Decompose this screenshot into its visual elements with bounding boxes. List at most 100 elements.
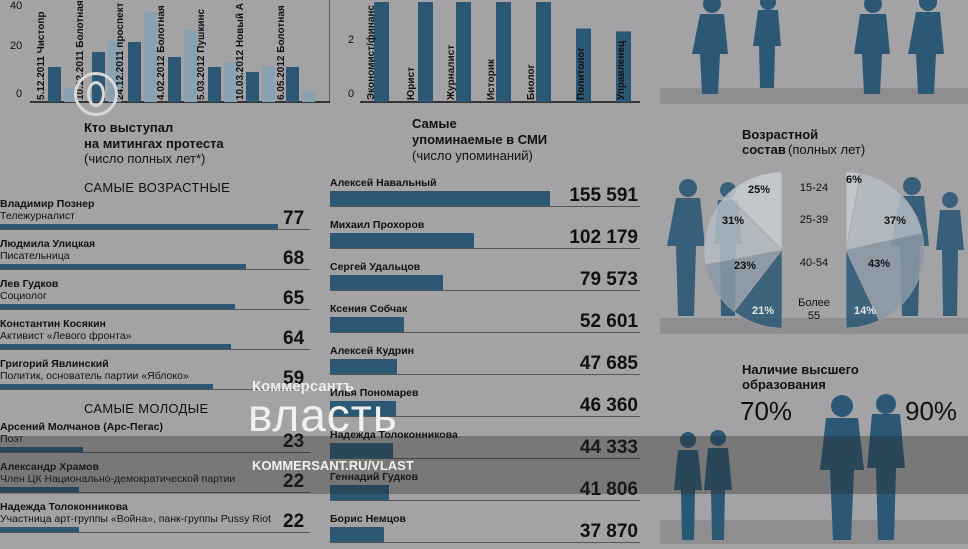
age-pie-slice bbox=[845, 232, 925, 321]
protest-ytick-40: 40 bbox=[10, 0, 23, 12]
protest-bar bbox=[286, 67, 299, 102]
age-pie-slice bbox=[733, 249, 783, 329]
prof-xlabel-7: Управленец bbox=[616, 40, 627, 100]
media-title: Самые упоминаемые в СМИ bbox=[412, 116, 548, 147]
prof-xlabel-4: Историк bbox=[486, 59, 497, 100]
media-subtitle: (число упоминаний) bbox=[412, 148, 533, 163]
prof-xlabel-6: Политолог bbox=[576, 47, 587, 100]
prof-ytick-0: 0 bbox=[348, 88, 355, 100]
protest-xlabel-5: 5.03.2012 Пушкинс bbox=[196, 8, 207, 100]
prof-ytick-2: 2 bbox=[348, 34, 355, 46]
media-bar bbox=[330, 443, 393, 458]
profession-bar bbox=[496, 2, 511, 102]
youngest-heading: САМЫЕ МОЛОДЫЕ bbox=[84, 401, 209, 416]
speaker-name: Надежда Толоконникова bbox=[0, 501, 128, 513]
media-count: 52 601 bbox=[579, 311, 638, 332]
media-divider bbox=[330, 206, 640, 207]
profession-bar bbox=[576, 28, 591, 102]
media-name: Геннадий Гудков bbox=[330, 471, 419, 483]
speaker-age-bar bbox=[0, 527, 79, 532]
media-divider bbox=[330, 290, 640, 291]
speaker-divider bbox=[0, 229, 310, 230]
speaker-role: Социолог bbox=[0, 290, 47, 302]
speaker-age-bar bbox=[0, 264, 246, 269]
age-group-2: 25-39 bbox=[799, 214, 829, 226]
age-pie-slice bbox=[726, 171, 783, 251]
prof-xlabel-1: Экономист/финанс bbox=[366, 5, 377, 100]
profession-bar bbox=[374, 2, 389, 102]
media-name: Надежда Толоконникова bbox=[330, 429, 458, 441]
media-name: Михаил Прохоров bbox=[330, 219, 425, 231]
profession-bar bbox=[418, 2, 433, 102]
protest-bar bbox=[48, 67, 61, 102]
media-bar bbox=[330, 527, 384, 542]
media-bar bbox=[330, 191, 550, 206]
age-group-1: 15-24 bbox=[799, 182, 829, 194]
speaker-name: Людмила Улицкая bbox=[0, 238, 96, 250]
speaker-divider bbox=[0, 532, 310, 533]
media-count: 79 573 bbox=[579, 269, 638, 290]
protest-bar bbox=[168, 57, 181, 102]
profession-bar bbox=[616, 31, 631, 102]
speaker-age: 65 bbox=[283, 288, 305, 309]
protest-bar-secondary bbox=[302, 91, 315, 102]
age-left-pct-3: 23% bbox=[734, 260, 757, 272]
speaker-age-bar bbox=[0, 384, 213, 389]
age-right-pct-1: 6% bbox=[846, 174, 862, 186]
profession-chart: 2 0 Экономист/финанс Юрист Журналист Ист… bbox=[330, 0, 650, 110]
protest-bar bbox=[208, 67, 221, 102]
profession-chart-svg bbox=[360, 2, 640, 103]
age-subtitle: (полных лет) bbox=[788, 142, 866, 157]
protest-bar-secondary bbox=[144, 12, 157, 102]
media-divider bbox=[330, 500, 640, 501]
media-bar bbox=[330, 317, 404, 332]
speaker-name: Владимир Познер bbox=[0, 198, 95, 210]
protest-ytick-0: 0 bbox=[16, 88, 23, 100]
speakers-subtitle: (число полных лет*) bbox=[84, 151, 206, 166]
age-pie-slice bbox=[845, 173, 923, 251]
media-name: Алексей Навальный bbox=[330, 177, 437, 189]
age-title: Возрастной состав bbox=[742, 127, 819, 157]
media-divider bbox=[330, 458, 640, 459]
speaker-age: 23 bbox=[283, 431, 305, 452]
protest-xlabel-6: 10.03.2012 Новый А bbox=[235, 3, 246, 100]
media-count: 155 591 bbox=[569, 185, 638, 206]
bottom-figures-panel bbox=[660, 380, 968, 544]
speakers-title: Кто выступал на митингах протеста bbox=[84, 120, 224, 151]
media-divider bbox=[330, 416, 640, 417]
protest-xlabel-1: 5.12.2011 Чистопр bbox=[36, 11, 47, 100]
age-pie-slice bbox=[845, 249, 880, 329]
speaker-age: 64 bbox=[283, 328, 305, 349]
media-divider bbox=[330, 374, 640, 375]
speaker-name: Александр Храмов bbox=[0, 461, 99, 473]
speaker-role: Активист «Левого фронта» bbox=[0, 330, 132, 342]
speaker-divider bbox=[0, 349, 310, 350]
education-left: 70% bbox=[740, 396, 793, 426]
protest-bar bbox=[128, 42, 141, 102]
speaker-role: Член ЦК Национально-демократической парт… bbox=[0, 473, 236, 485]
age-panel-svg bbox=[660, 171, 968, 334]
oldest-heading: САМЫЕ ВОЗРАСТНЫЕ bbox=[84, 180, 231, 195]
speaker-age: 22 bbox=[283, 471, 305, 492]
profession-bar bbox=[536, 2, 551, 102]
age-left-pct-1: 25% bbox=[748, 184, 771, 196]
speaker-age: 22 bbox=[283, 511, 305, 532]
age-left-pct-4: 21% bbox=[752, 305, 775, 317]
media-bar bbox=[330, 359, 397, 374]
speaker-role: Участница арт-группы «Война», панк-групп… bbox=[0, 513, 271, 525]
protest-chart-svg bbox=[30, 0, 331, 103]
speaker-name: Лев Гудков bbox=[0, 278, 59, 290]
media-divider bbox=[330, 248, 640, 249]
speaker-age: 68 bbox=[283, 248, 305, 269]
media-bar bbox=[330, 401, 396, 416]
media-name: Борис Немцов bbox=[330, 513, 406, 525]
bottom-figures-silhouettes bbox=[660, 394, 968, 544]
age-pie-left bbox=[703, 171, 783, 329]
speaker-age-bar bbox=[0, 304, 235, 309]
watermark-url[interactable]: KOMMERSANT.RU/VLAST bbox=[252, 458, 414, 473]
media-count: 46 360 bbox=[579, 395, 638, 416]
age-right-pct-3: 43% bbox=[868, 258, 891, 270]
speaker-age-bar bbox=[0, 224, 278, 229]
speaker-age-bar bbox=[0, 447, 83, 452]
protest-bar bbox=[246, 72, 259, 102]
